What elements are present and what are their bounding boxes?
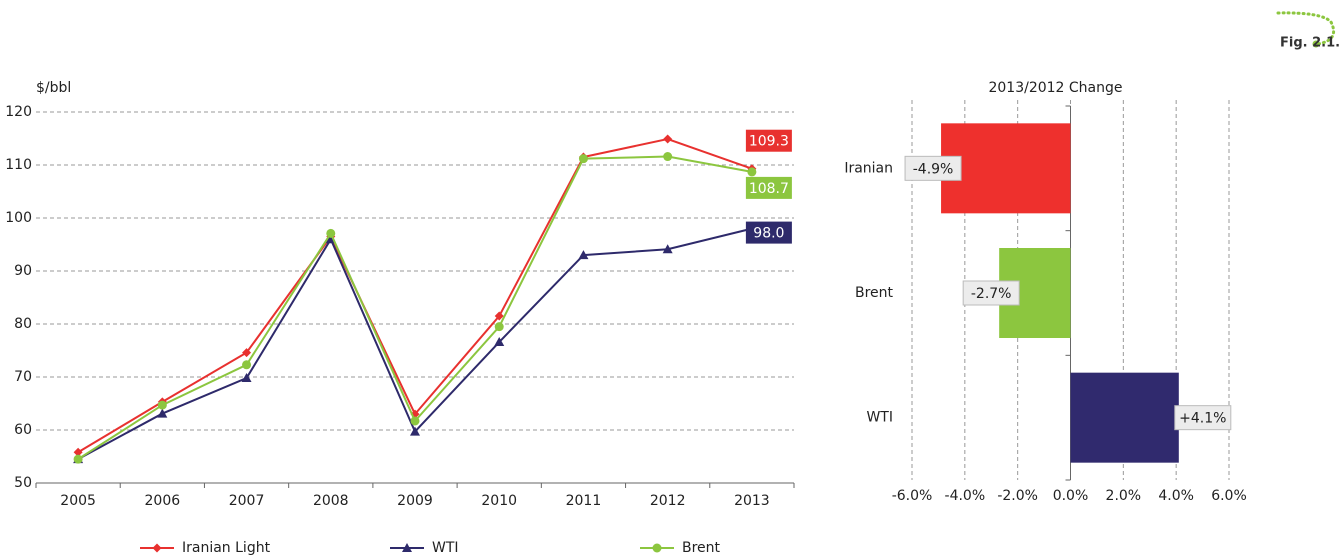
value-label-box [962, 280, 1020, 306]
y-tick-label: 70 [14, 369, 32, 385]
legend-label: Iranian Light [182, 540, 271, 556]
x-tick-label: 2012 [650, 493, 686, 509]
x-tick-label: 2008 [313, 493, 349, 509]
marker [242, 348, 252, 358]
y-tick-label: WTI [866, 410, 893, 426]
y-axis-label: $/bbl [36, 80, 71, 96]
x-tick-label: 2013 [734, 493, 770, 509]
marker [663, 152, 673, 162]
marker [241, 373, 252, 383]
y-tick-label: 50 [14, 475, 32, 491]
marker [578, 154, 588, 164]
figure-label: Fig. 2.1.2 [1280, 36, 1340, 51]
y-tick-label: 120 [5, 104, 32, 120]
series-line [77, 137, 753, 454]
marker [663, 134, 673, 144]
y-tick-label: 60 [14, 422, 32, 438]
chart-title: 2013/2012 Change [988, 80, 1122, 96]
marker [662, 244, 673, 254]
marker [747, 167, 757, 177]
bar [941, 123, 1071, 214]
marker [73, 447, 83, 457]
marker [494, 337, 505, 347]
value-label: -2.7% [971, 286, 1012, 302]
y-tick-label: 100 [5, 210, 32, 226]
marker [326, 228, 336, 238]
value-label: +4.1% [1179, 411, 1226, 427]
value-label: -4.9% [913, 161, 954, 177]
y-tick-label: Iranian [844, 160, 893, 176]
value-label: 98.0 [753, 226, 784, 242]
marker [402, 543, 412, 552]
legend-label: Brent [682, 540, 721, 556]
bar [1070, 372, 1179, 463]
y-tick-label: 80 [14, 316, 32, 332]
marker [242, 360, 252, 370]
decoration [1276, 11, 1336, 46]
marker [578, 250, 589, 260]
legend-label: WTI [432, 540, 459, 556]
value-label-box [745, 176, 792, 199]
x-tick-label: 2010 [481, 493, 517, 509]
marker [157, 408, 168, 418]
x-tick-label: 2005 [60, 493, 96, 509]
x-tick-label: 6.0% [1211, 488, 1247, 504]
x-tick-label: -4.0% [945, 488, 986, 504]
marker [410, 416, 420, 426]
x-tick-label: 2009 [397, 493, 433, 509]
x-tick-label: -6.0% [892, 488, 933, 504]
marker [410, 426, 420, 436]
value-label-box [1174, 405, 1232, 431]
marker [494, 311, 504, 321]
marker [73, 454, 83, 464]
decoration-dot [1312, 40, 1320, 48]
marker [152, 543, 162, 553]
x-tick-label: 4.0% [1158, 488, 1194, 504]
marker [652, 543, 662, 553]
y-tick-label: 90 [14, 263, 32, 279]
value-label-box [745, 221, 792, 244]
x-tick-label: 0.0% [1053, 488, 1089, 504]
y-tick-label: Brent [855, 285, 894, 301]
x-tick-label: 2006 [145, 493, 181, 509]
x-tick-label: 2.0% [1106, 488, 1142, 504]
value-label-box [745, 129, 792, 152]
x-tick-label: 2007 [229, 493, 265, 509]
y-tick-label: 110 [5, 157, 32, 173]
value-label: 108.7 [749, 181, 789, 197]
x-tick-label: -2.0% [997, 488, 1038, 504]
value-label: 109.3 [749, 134, 789, 150]
x-tick-label: 2011 [566, 493, 602, 509]
value-label-box [904, 155, 962, 181]
marker [157, 400, 167, 410]
marker [494, 322, 504, 332]
